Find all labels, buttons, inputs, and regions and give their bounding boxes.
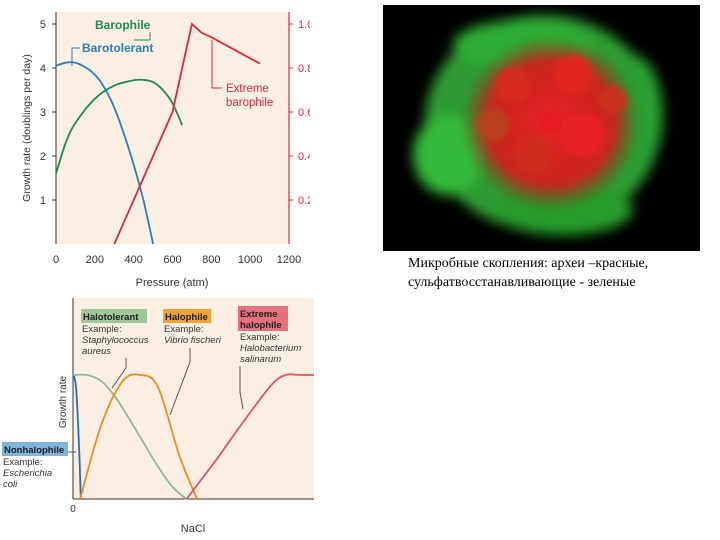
x-tick-label: 1200 xyxy=(277,254,301,266)
series-label-box xyxy=(81,309,147,323)
example-species: Vibrio fischeri xyxy=(164,335,222,346)
series-label-box xyxy=(238,306,288,331)
series-line-halophile xyxy=(79,373,198,500)
y-tick-label-right: 0.6 xyxy=(298,107,310,119)
series-label: Extreme xyxy=(226,83,269,95)
example-label: Example: xyxy=(240,332,280,343)
series-label: Barophile xyxy=(95,18,151,32)
y-axis-label: Growth rate xyxy=(58,375,69,428)
series-line-barotolerant xyxy=(55,61,154,245)
x-tick-label: 200 xyxy=(86,254,104,266)
example-species: Halobacterium xyxy=(240,343,301,354)
example-species: coli xyxy=(3,479,18,490)
y-tick-label-left: 3 xyxy=(40,107,46,119)
pressure-growth-chart: 0 200 400 600 800 1000 1200 1 2 3 4 5 0.2 0.4 0.6 0.8 1.… xyxy=(21,12,310,289)
series-label: barophile xyxy=(226,97,273,109)
series-line-halotolerant xyxy=(72,373,187,500)
caption-line: сульфатвосстанавливающие - зеленые xyxy=(408,275,636,290)
series-label-leader xyxy=(134,32,151,41)
series-label: Halotolerant xyxy=(83,312,139,323)
x-tick-label: 0 xyxy=(70,504,76,515)
series-line-barophile xyxy=(55,78,184,174)
series-label: halophile xyxy=(240,320,282,331)
example-species: Escherichia xyxy=(3,468,52,479)
y-tick-label-left: 1 xyxy=(40,195,46,207)
y-tick-label-right: 0.4 xyxy=(298,151,310,163)
example-species: aureus xyxy=(82,346,111,357)
series-label-leader xyxy=(211,40,222,89)
series-label: Barotolerant xyxy=(82,41,153,55)
y-tick-label-left: 2 xyxy=(40,151,46,163)
y-tick-label-left: 5 xyxy=(40,19,46,31)
x-tick-label: 600 xyxy=(163,254,181,266)
x-axis-label: NaCl xyxy=(181,523,205,535)
example-label: Example: xyxy=(3,457,43,468)
series-label-leader xyxy=(111,358,127,389)
example-species: salinarum xyxy=(240,354,281,365)
series-label: Extreme xyxy=(240,309,278,320)
caption-line: Микробные скопления: археи –красные, xyxy=(408,256,649,271)
y-tick-label-right: 0.8 xyxy=(298,63,310,75)
figure-caption: Микробные скопления: археи –красные, сул… xyxy=(408,254,708,292)
series-label-box xyxy=(163,309,211,323)
series-line-extreme-halophile xyxy=(185,373,314,500)
y-tick-label-left: 4 xyxy=(40,63,46,75)
x-tick-label: 1000 xyxy=(238,254,262,266)
series-label-leader xyxy=(169,348,191,416)
example-label: Example: xyxy=(82,324,122,335)
series-label-box xyxy=(2,442,68,456)
example-label: Example: xyxy=(164,324,204,335)
series-label: Nonhalophile xyxy=(4,445,64,456)
plot-background xyxy=(56,12,289,244)
x-axis-label: Pressure (atm) xyxy=(136,277,209,289)
series-line-extreme-barophile xyxy=(113,22,261,245)
y-axis-label: Growth rate (doublings per day) xyxy=(21,54,33,202)
y-tick-label-right: 1.0 xyxy=(298,19,310,31)
series-label-leader xyxy=(239,366,244,410)
x-tick-label: 0 xyxy=(53,254,59,266)
x-tick-label: 400 xyxy=(124,254,142,266)
microbial-aggregate-image xyxy=(383,5,700,251)
x-tick-label: 800 xyxy=(202,254,220,266)
series-label: Halophile xyxy=(165,312,208,323)
example-species: Staphylococcus xyxy=(82,335,149,346)
series-label-leader xyxy=(71,47,80,66)
y-tick-label-right: 0.2 xyxy=(298,195,310,207)
